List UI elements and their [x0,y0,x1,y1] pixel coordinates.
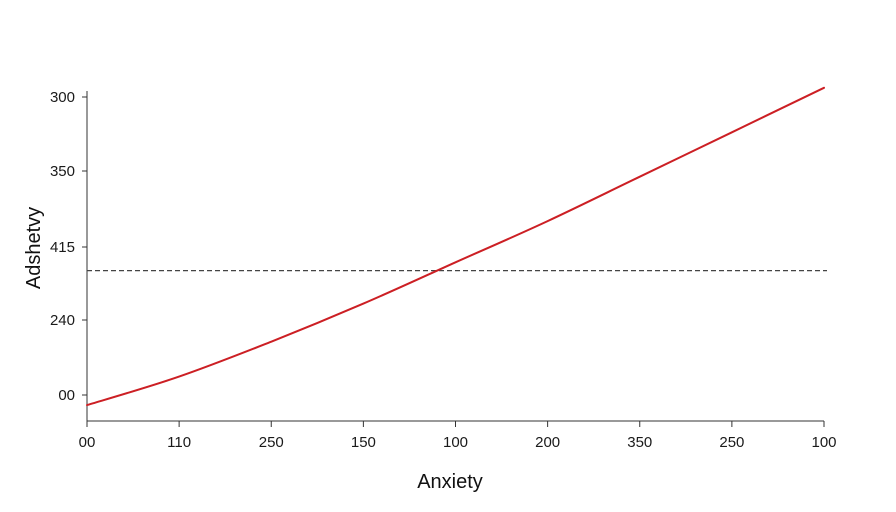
x-axis-title: Anxiety [417,471,483,493]
x-tick-label: 250 [719,434,744,451]
y-tick-label: 00 [58,387,75,404]
series-line [86,86,825,407]
x-tick-label: 250 [259,434,284,451]
y-tick-label: 300 [50,89,75,106]
y-tick-label: 415 [50,239,75,256]
y-axis-title: Adshetvy [23,207,45,289]
x-tick-label: 150 [351,434,376,451]
tick-labels: 00 110 250 150 100 200 350 250 100 00 240 415 350 300 [50,89,837,451]
axes [82,91,825,427]
x-tick-label: 100 [811,434,836,451]
y-tick-label: 240 [50,312,75,329]
y-tick-label: 350 [50,163,75,180]
series-layer [86,86,825,407]
x-tick-label: 110 [167,434,191,451]
x-tick-label: 100 [443,434,468,451]
x-tick-label: 00 [79,434,96,451]
x-tick-label: 200 [535,434,560,451]
x-tick-label: 350 [627,434,652,451]
